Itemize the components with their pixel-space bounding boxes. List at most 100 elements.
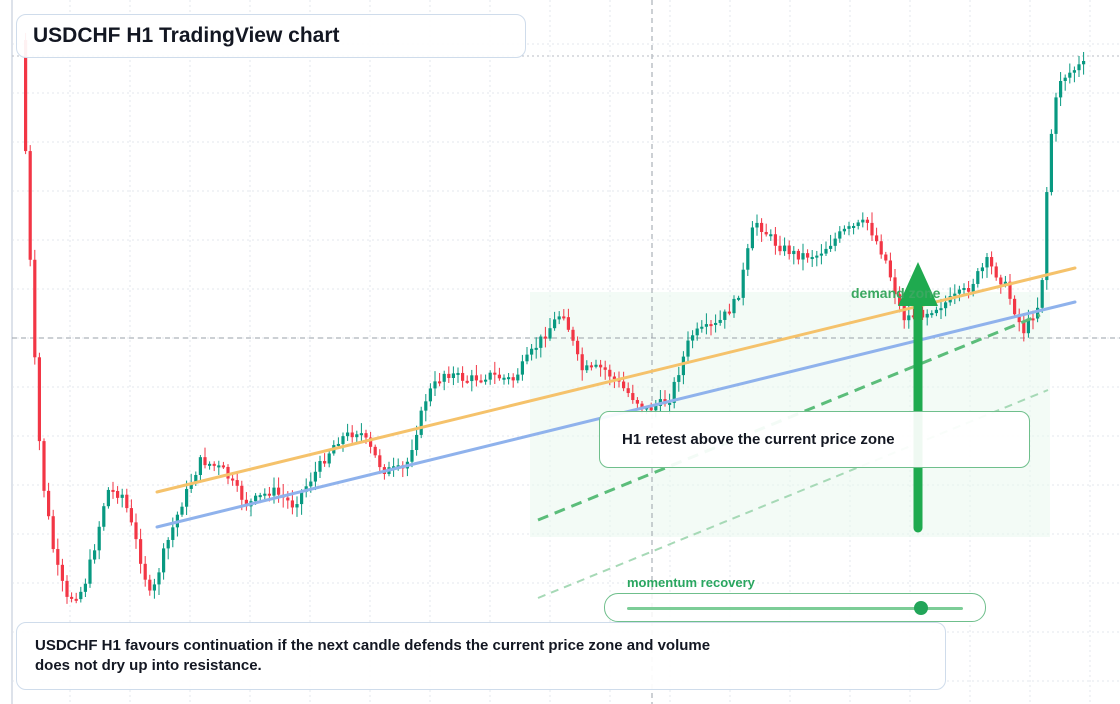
projection-line-faint: [537, 389, 1049, 599]
candle-down: [580, 354, 584, 371]
candle-up: [93, 550, 97, 560]
candle-up: [953, 293, 957, 297]
candle-up: [1082, 60, 1086, 65]
candle-down: [323, 461, 327, 464]
candle-up: [944, 302, 948, 309]
candle-down: [990, 257, 994, 267]
candle-up: [194, 475, 198, 484]
candle-up: [714, 322, 718, 325]
candle-down: [562, 316, 566, 319]
candle-up: [295, 504, 299, 508]
candle-up: [470, 375, 474, 382]
candle-down: [999, 277, 1003, 285]
candle-down: [461, 372, 465, 381]
candle-down: [212, 463, 216, 466]
candle-down: [566, 317, 570, 330]
candle-up: [313, 471, 317, 482]
candle-down: [631, 393, 635, 401]
candle-up: [677, 375, 681, 382]
candle-up: [525, 354, 529, 362]
candle-up: [819, 253, 823, 256]
candle-up: [654, 405, 658, 411]
candle-down: [116, 490, 120, 498]
candle-up: [359, 433, 363, 436]
title-card: USDCHF H1 TradingView chart: [16, 14, 526, 58]
candle-down: [994, 266, 998, 278]
candle-down: [589, 365, 593, 368]
candle-down: [493, 372, 497, 375]
candle-down: [543, 336, 547, 339]
momentum-track: [627, 607, 963, 610]
momentum-knob[interactable]: [914, 601, 929, 615]
candle-up: [88, 559, 92, 584]
candle-down: [1017, 314, 1021, 323]
candle-down: [129, 508, 133, 523]
candle-down: [465, 380, 469, 383]
candle-up: [309, 481, 313, 487]
candle-down: [875, 235, 879, 242]
summary-card: USDCHF H1 favours continuation if the ne…: [16, 622, 946, 690]
candle-down: [649, 407, 653, 411]
summary-text: USDCHF H1 favours continuation if the ne…: [35, 637, 711, 674]
candle-up: [428, 388, 432, 402]
candle-up: [318, 461, 322, 472]
candle-up: [530, 348, 534, 355]
candle-up: [980, 267, 984, 272]
candle-down: [231, 478, 235, 481]
candle-down: [267, 493, 271, 496]
candle-up: [1026, 318, 1030, 334]
signal-arrow-head: [898, 262, 938, 306]
candle-down: [74, 598, 78, 601]
candle-up: [585, 365, 589, 371]
candle-up: [419, 410, 423, 435]
candle-up: [672, 381, 676, 403]
candle-down: [1013, 298, 1017, 315]
candle-up: [410, 450, 414, 462]
candle-down: [893, 277, 897, 295]
candle-up: [336, 443, 340, 446]
candle-down: [65, 580, 69, 597]
candle-up: [1049, 133, 1053, 193]
candle-up: [594, 364, 598, 367]
candle-up: [783, 245, 787, 252]
candle-up: [553, 319, 557, 329]
candle-down: [240, 485, 244, 500]
candle-down: [635, 400, 639, 404]
candle-down: [806, 253, 810, 258]
candle-up: [520, 361, 524, 375]
candle-up: [272, 487, 276, 496]
momentum-label: momentum recovery: [627, 575, 755, 590]
candle-down: [497, 374, 501, 379]
candle-down: [796, 250, 800, 260]
candle-up: [355, 434, 359, 438]
candle-down: [33, 259, 37, 358]
zone-label: demand zone: [851, 285, 941, 301]
candle-up: [162, 548, 166, 573]
chart-title: USDCHF H1 TradingView chart: [33, 24, 340, 47]
candle-down: [888, 260, 892, 278]
candle-down: [277, 487, 281, 495]
candle-down: [373, 446, 377, 456]
candle-down: [235, 480, 239, 486]
candle-up: [327, 453, 331, 464]
candle-down: [139, 539, 143, 564]
candle-up: [668, 402, 672, 405]
candle-down: [56, 549, 60, 565]
candle-down: [42, 441, 46, 491]
candle-up: [704, 324, 708, 327]
candle-down: [571, 329, 575, 341]
candle-down: [125, 494, 129, 509]
candle-up: [83, 583, 87, 592]
candle-down: [902, 305, 906, 321]
candle-up: [829, 245, 833, 249]
candle-down: [203, 457, 207, 466]
candle-up: [456, 372, 460, 375]
candle-up: [686, 340, 690, 357]
candle-down: [640, 403, 644, 409]
candle-up: [842, 228, 846, 232]
candle-up: [856, 222, 860, 226]
candle-up: [1063, 77, 1067, 81]
momentum-slider[interactable]: [604, 593, 986, 622]
candle-up: [548, 328, 552, 339]
candle-down: [134, 522, 138, 540]
